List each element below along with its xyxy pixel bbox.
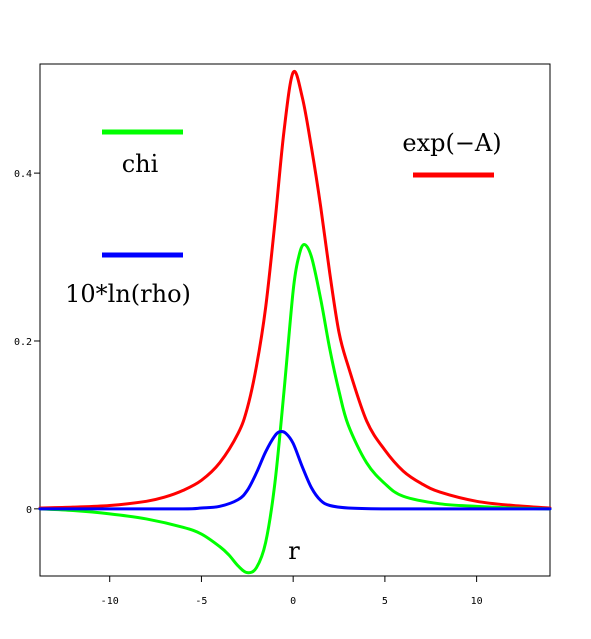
x-tick-label: 10 [471,596,483,607]
curves [38,69,552,575]
legend-label-chi: chi [122,150,159,178]
legend-label-exp-a: exp(−A) [402,129,501,157]
x-tick-label: -5 [195,596,207,607]
ticks: -10 -5 0 5 10 0 0.2 0.4 [14,169,483,607]
x-tick-label: 0 [290,596,296,607]
legend-label-ln-rho: 10*ln(rho) [65,280,191,308]
y-tick-label: 0.4 [14,169,32,180]
series-chi [38,242,552,575]
series-exp-a [38,69,552,510]
x-tick-label: 5 [382,596,388,607]
series-ln-rho [38,429,552,511]
x-tick-label: -10 [101,596,119,607]
x-axis-label: r [288,537,300,565]
plot-frame [39,63,551,577]
y-tick-label: 0.2 [14,337,32,348]
y-tick-label: 0 [26,505,32,516]
